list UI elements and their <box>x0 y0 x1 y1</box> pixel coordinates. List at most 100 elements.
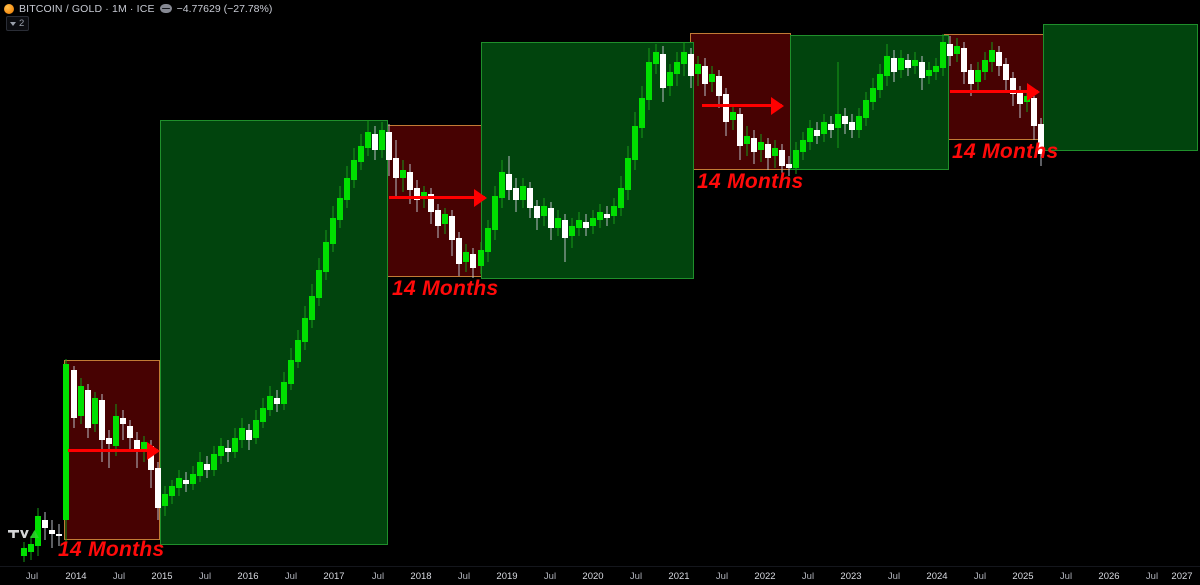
bull-zone-3[interactable] <box>790 35 949 170</box>
candle <box>302 306 308 350</box>
x-axis-tick: 2024 <box>926 571 948 582</box>
candle-wick <box>122 410 124 440</box>
candle-body <box>246 430 252 440</box>
candle <box>1017 86 1023 118</box>
duration-label-2[interactable]: 14 Months <box>392 277 499 300</box>
candle <box>849 114 855 138</box>
candle-body <box>330 218 336 244</box>
candle <box>428 188 434 224</box>
duration-label-3[interactable]: 14 Months <box>697 170 804 193</box>
time-axis[interactable]: Jul 2014 Jul 2015 Jul 2016 Jul 2017 Jul 2018 Jul 20… <box>0 566 1200 585</box>
x-axis-tick: 2020 <box>582 571 604 582</box>
candle <box>534 200 540 230</box>
candle <box>835 62 841 148</box>
candle-body <box>499 172 505 198</box>
candle-body <box>162 494 168 506</box>
duration-arrow-4[interactable] <box>950 82 1040 101</box>
candle <box>211 446 217 476</box>
candle-body <box>590 218 596 226</box>
symbol-title[interactable]: BITCOIN / GOLD · 1M · ICE <box>19 2 155 15</box>
candle <box>793 142 799 174</box>
candle-body <box>863 100 869 118</box>
candle <box>323 230 329 280</box>
candle <box>28 536 34 560</box>
candle <box>737 108 743 160</box>
x-axis-tick: 2016 <box>237 571 259 582</box>
candle <box>744 126 750 156</box>
candle <box>309 284 315 328</box>
candle-body <box>421 192 427 198</box>
x-axis-tick: 2015 <box>151 571 173 582</box>
x-axis-tick: Jul <box>371 571 385 582</box>
candle-body <box>155 468 161 508</box>
candle-body <box>478 250 484 266</box>
candle <box>513 178 519 212</box>
candle <box>709 66 715 92</box>
candle <box>688 48 694 88</box>
x-axis-tick: 2021 <box>668 571 690 582</box>
candle-body <box>309 296 315 320</box>
plot-area[interactable]: 14 Months 14 Months 14 Months 14 Months <box>0 0 1200 566</box>
candle-body <box>134 440 140 452</box>
duration-arrow-1[interactable] <box>68 441 160 460</box>
candle <box>225 440 231 462</box>
candle-body <box>772 148 778 156</box>
candle-body <box>92 398 98 424</box>
candle-wick <box>564 214 566 262</box>
candle <box>751 130 757 164</box>
candle <box>821 114 827 142</box>
candle-body <box>828 124 834 130</box>
candle <box>190 466 196 490</box>
candle <box>351 148 357 188</box>
candle <box>947 36 953 66</box>
candle-body <box>386 132 392 160</box>
candle <box>989 42 995 72</box>
x-axis-tick: 2014 <box>65 571 87 582</box>
candle <box>176 470 182 496</box>
candle <box>492 186 498 240</box>
candle-body <box>204 464 210 470</box>
candle-body <box>555 218 561 228</box>
candle <box>891 50 897 82</box>
candle <box>863 92 869 126</box>
bear-zone-2[interactable] <box>385 125 484 277</box>
candle-body <box>611 206 617 216</box>
candle-body <box>982 60 988 72</box>
candle-body <box>337 198 343 220</box>
candle <box>730 104 736 130</box>
candle-body <box>975 70 981 82</box>
candle-body <box>267 396 273 410</box>
candle <box>358 134 364 170</box>
candle-body <box>751 138 757 152</box>
candle <box>155 462 161 520</box>
duration-label-4[interactable]: 14 Months <box>952 140 1059 163</box>
candle-body <box>625 158 631 190</box>
candle-body <box>814 130 820 136</box>
eye-icon[interactable] <box>159 4 172 13</box>
candle <box>267 386 273 416</box>
candle-body <box>723 94 729 122</box>
duration-arrow-3[interactable] <box>702 96 784 115</box>
x-axis-tick: Jul <box>629 571 643 582</box>
candle <box>218 438 224 464</box>
candle <box>681 42 687 76</box>
indicator-count: 2 <box>19 18 25 29</box>
bull-zone-2[interactable] <box>481 42 694 279</box>
candle-body <box>393 158 399 178</box>
candle <box>779 144 785 178</box>
indicator-collapse-control[interactable]: 2 <box>6 16 30 31</box>
duration-arrow-2[interactable] <box>389 188 487 207</box>
candle-body <box>21 548 27 556</box>
candle <box>961 42 967 84</box>
bull-zone-4[interactable] <box>1043 24 1198 151</box>
candle <box>316 258 322 306</box>
candle <box>562 214 568 262</box>
x-axis-tick: 2023 <box>840 571 862 582</box>
candle-body <box>877 74 883 90</box>
x-axis-tick: 2027 <box>1171 571 1193 582</box>
candle-body <box>569 226 575 236</box>
candle <box>968 64 974 96</box>
duration-label-1[interactable]: 14 Months <box>58 538 165 561</box>
candle-body <box>968 70 974 84</box>
